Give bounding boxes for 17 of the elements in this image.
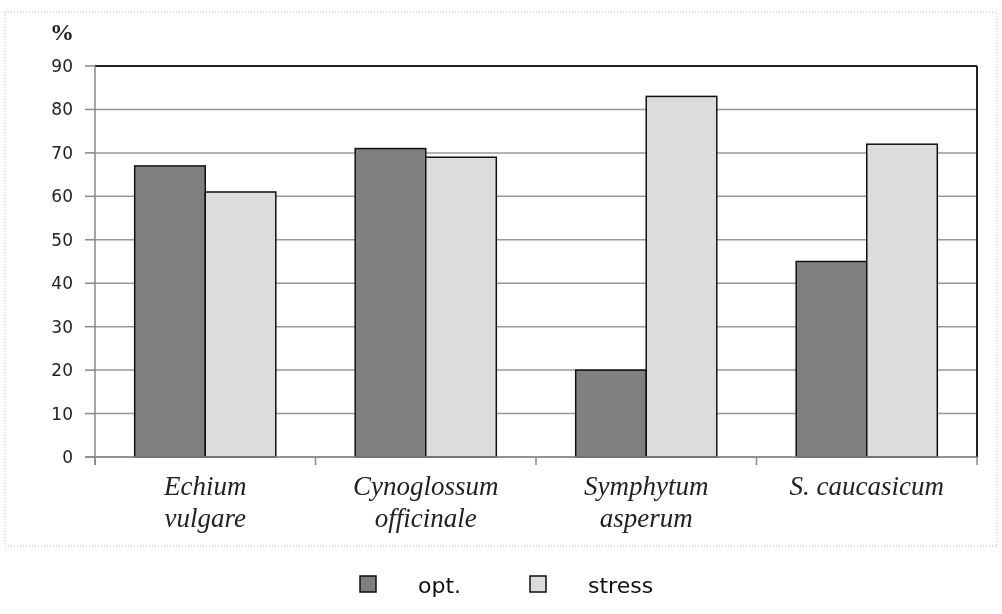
legend-label: stress [588, 572, 654, 598]
y-tick-label: 80 [51, 99, 73, 120]
x-tick-label: Echium vulgare [163, 471, 247, 533]
y-tick-label: 20 [51, 360, 73, 381]
y-tick-label: 60 [51, 186, 73, 207]
x-tick-label: S. caucasicum [789, 471, 944, 501]
y-tick-label: 40 [51, 273, 73, 294]
legend-label: opt. [418, 572, 462, 598]
y-tick-label: 70 [51, 142, 73, 163]
y-tick-label: 10 [51, 403, 73, 424]
y-tick-label: 50 [51, 229, 73, 250]
y-axis-title: % [50, 19, 74, 45]
x-tick-label: Cynoglossum officinale [352, 471, 499, 533]
y-tick-label: 0 [62, 446, 73, 467]
x-tick-label: Symphytum asperum [584, 471, 709, 533]
y-tick-label: 90 [51, 55, 73, 76]
y-tick-label: 30 [51, 316, 73, 337]
